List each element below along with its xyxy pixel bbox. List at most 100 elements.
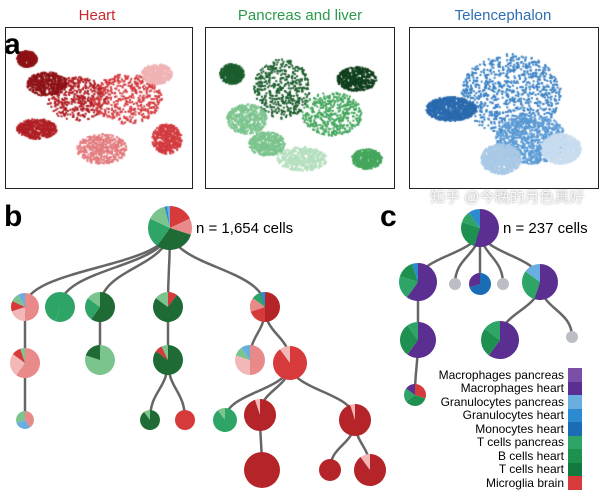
legend-swatch — [568, 449, 582, 463]
pie-node — [85, 345, 116, 376]
pie-slice — [12, 348, 25, 363]
legend-swatch — [568, 395, 582, 409]
pie-slice — [10, 354, 25, 376]
pie-slice — [400, 325, 418, 355]
pie-slice — [488, 321, 519, 359]
pie-slice — [85, 298, 100, 320]
pie-slice — [20, 348, 25, 363]
pie-node — [522, 264, 558, 300]
legend-item: Granulocytes pancreas — [439, 395, 582, 409]
pie-node — [250, 292, 280, 322]
pie-slice — [157, 228, 191, 250]
pie-slice — [11, 301, 25, 312]
pie-slice — [170, 218, 192, 235]
pie-slice — [319, 459, 341, 481]
pie-node — [354, 454, 386, 486]
pie-node — [11, 293, 39, 321]
pie-node — [449, 278, 461, 290]
pie-slice — [250, 298, 265, 312]
pie-node — [338, 404, 371, 436]
legend-item: Macrophages heart — [439, 381, 582, 396]
legend-label: Granulocytes heart — [462, 408, 564, 423]
legend-item: Granulocytes heart — [439, 408, 582, 423]
pancreas-liver-title: Pancreas and liver — [237, 7, 363, 24]
panel-c-label: c — [380, 200, 397, 233]
pie-slice — [243, 399, 276, 431]
pie-slice — [155, 292, 168, 307]
pie-node — [244, 452, 280, 488]
pie-slice — [406, 384, 415, 395]
pie-slice — [12, 294, 25, 307]
pie-slice — [85, 345, 116, 376]
pie-node — [234, 345, 265, 375]
pie-slice — [250, 345, 265, 375]
pie-slice — [87, 292, 100, 307]
pie-slice — [461, 222, 480, 247]
pie-slice — [25, 411, 35, 428]
pie-slice — [469, 273, 491, 295]
pie-slice — [350, 404, 355, 420]
pie-slice — [399, 276, 418, 298]
pie-slice — [241, 345, 250, 360]
pie-node — [140, 410, 160, 430]
pie-node — [461, 209, 499, 247]
pie-slice — [412, 263, 418, 282]
pie-slice — [153, 294, 183, 322]
pie-slice — [468, 209, 480, 228]
legend-item: Monocytes heart — [439, 422, 582, 436]
legend: Macrophages pancreas Macrophages heart Gra… — [439, 368, 582, 490]
pie-slice — [175, 410, 195, 430]
pancreas-liver-scatter-plot — [205, 27, 395, 189]
panel-b-label: b — [4, 200, 23, 233]
pie-node — [175, 410, 195, 430]
pie-node — [44, 292, 75, 322]
pie-slice — [469, 273, 480, 288]
pie-slice — [217, 408, 225, 420]
pie-slice — [407, 322, 436, 358]
legend-label: Granulocytes pancreas — [440, 394, 564, 409]
panel-b-cell-count: n = 1,654 cells — [196, 220, 294, 237]
empty-node — [566, 331, 578, 343]
legend-label: Macrophages heart — [460, 381, 564, 396]
pie-slice — [338, 404, 371, 436]
legend-label: T cells pancreas — [476, 435, 564, 450]
pie-slice — [404, 388, 415, 402]
pie-slice — [534, 264, 558, 300]
pie-slice — [260, 292, 265, 307]
legend-swatch — [568, 408, 582, 422]
pie-node — [213, 407, 238, 432]
pie-slice — [399, 263, 418, 282]
pie-slice — [244, 452, 280, 488]
pie-slice — [280, 346, 290, 363]
legend-swatch — [568, 435, 582, 449]
pie-slice — [11, 307, 25, 321]
pie-slice — [144, 410, 150, 420]
pie-slice — [213, 407, 238, 432]
pie-node — [399, 263, 438, 301]
pie-node — [404, 384, 426, 407]
pie-slice — [55, 292, 75, 322]
pie-slice — [170, 206, 190, 228]
pie-slice — [235, 347, 250, 360]
pie-slice — [250, 307, 265, 322]
pie-node — [153, 345, 183, 375]
empty-node — [497, 278, 509, 290]
pie-slice — [148, 218, 170, 246]
pie-slice — [481, 328, 500, 356]
legend-item: Macrophages pancreas — [439, 368, 582, 382]
pie-slice — [25, 293, 39, 321]
legend-swatch — [568, 462, 582, 476]
pie-slice — [16, 348, 40, 378]
pie-node — [243, 399, 276, 431]
pie-slice — [406, 263, 438, 301]
legend-label: Microglia brain — [485, 475, 564, 490]
legend-label: B cells heart — [497, 448, 564, 463]
pie-slice — [150, 206, 170, 228]
legend-swatch — [568, 368, 582, 382]
heart-title: Heart — [78, 7, 116, 24]
legend-item: B cells heart — [439, 449, 582, 463]
pie-slice — [18, 293, 25, 307]
pie-slice — [167, 206, 170, 228]
legend-item: Microglia brain — [439, 476, 582, 490]
